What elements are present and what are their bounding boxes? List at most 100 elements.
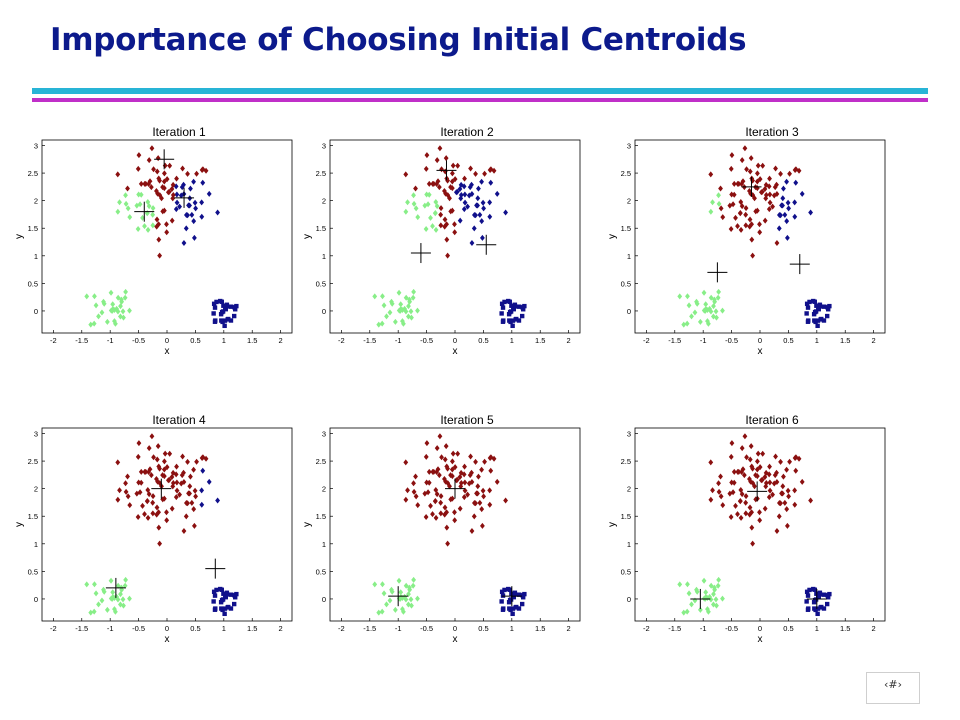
data-point xyxy=(160,184,165,191)
data-point xyxy=(488,179,494,186)
data-point xyxy=(758,477,764,484)
data-point xyxy=(212,319,218,324)
data-point xyxy=(165,189,171,196)
data-point xyxy=(793,179,799,186)
data-point xyxy=(780,483,786,490)
data-point xyxy=(177,203,182,210)
data-point xyxy=(477,211,483,218)
x-axis-label: x xyxy=(453,346,458,357)
data-point xyxy=(156,524,162,531)
data-point xyxy=(450,170,455,177)
data-point xyxy=(763,479,769,486)
data-point xyxy=(434,491,440,498)
data-point xyxy=(739,469,745,476)
data-point xyxy=(519,601,525,607)
data-point xyxy=(84,581,90,588)
data-point xyxy=(780,202,785,209)
data-point xyxy=(180,453,185,460)
data-point xyxy=(215,209,221,216)
data-point xyxy=(120,308,126,315)
data-point xyxy=(452,517,458,524)
x-tick-label: -1 xyxy=(700,336,707,345)
data-point xyxy=(408,308,414,315)
data-point xyxy=(200,467,206,474)
data-point xyxy=(407,298,413,305)
data-point xyxy=(444,221,449,228)
data-point xyxy=(118,601,123,608)
data-point xyxy=(757,229,763,236)
data-point xyxy=(708,496,714,503)
data-point xyxy=(211,301,217,306)
data-point xyxy=(229,304,234,309)
data-point xyxy=(224,302,230,307)
data-point xyxy=(84,293,90,300)
data-point xyxy=(510,606,516,611)
data-point xyxy=(372,581,378,588)
data-point xyxy=(741,472,747,479)
data-point xyxy=(178,480,184,487)
data-point xyxy=(154,504,160,511)
data-point xyxy=(738,226,744,233)
data-point xyxy=(728,513,734,520)
data-point xyxy=(731,468,737,475)
data-point xyxy=(716,488,722,495)
iteration-4-panel: Iteration 4 -2 -1.5 -1 -0.5 0 0.5 1 1.5 2 0 0.5 1 1.5… xyxy=(14,413,293,645)
data-point xyxy=(728,165,734,172)
x-tick-label: -0.5 xyxy=(725,624,738,633)
data-point xyxy=(403,596,409,603)
data-point xyxy=(457,217,463,224)
data-point xyxy=(453,189,459,196)
data-point xyxy=(480,199,486,206)
data-point xyxy=(154,216,160,223)
data-point xyxy=(392,606,398,613)
data-point xyxy=(156,463,162,470)
data-point xyxy=(710,199,715,206)
data-point xyxy=(771,480,777,487)
data-point xyxy=(817,302,823,307)
data-point xyxy=(462,191,468,198)
centroid-marker xyxy=(205,558,226,579)
data-point xyxy=(161,495,167,502)
data-point xyxy=(434,181,440,188)
data-point xyxy=(742,433,748,440)
data-point xyxy=(711,601,716,608)
data-point xyxy=(479,506,485,513)
data-point xyxy=(184,499,189,506)
data-point xyxy=(155,155,161,162)
data-point xyxy=(145,226,151,233)
data-point xyxy=(784,506,790,513)
data-point xyxy=(150,510,156,517)
data-point xyxy=(138,191,144,198)
data-point xyxy=(400,318,405,325)
data-point xyxy=(450,162,456,169)
data-point xyxy=(781,185,786,192)
data-point xyxy=(472,211,477,218)
data-point xyxy=(452,221,457,228)
data-point xyxy=(145,514,151,521)
data-point xyxy=(194,458,199,465)
data-point xyxy=(406,313,411,320)
data-point xyxy=(475,490,480,497)
data-point xyxy=(437,433,443,440)
data-point xyxy=(174,191,180,198)
data-point xyxy=(766,206,772,213)
data-point xyxy=(157,177,162,184)
data-point xyxy=(181,239,187,246)
data-point xyxy=(733,502,738,509)
centroid-marker xyxy=(151,478,172,499)
panel-title: Iteration 6 xyxy=(745,413,799,427)
data-point xyxy=(735,468,741,475)
data-point xyxy=(120,596,126,603)
data-point xyxy=(140,502,145,509)
data-point xyxy=(458,469,464,476)
data-point xyxy=(147,466,153,473)
data-point xyxy=(177,491,182,498)
data-point xyxy=(469,181,474,188)
data-point xyxy=(737,498,743,505)
data-point xyxy=(805,607,811,612)
data-point xyxy=(514,316,519,322)
data-point xyxy=(713,308,719,315)
data-point xyxy=(475,195,481,202)
data-point xyxy=(785,522,790,529)
data-point xyxy=(187,490,192,497)
